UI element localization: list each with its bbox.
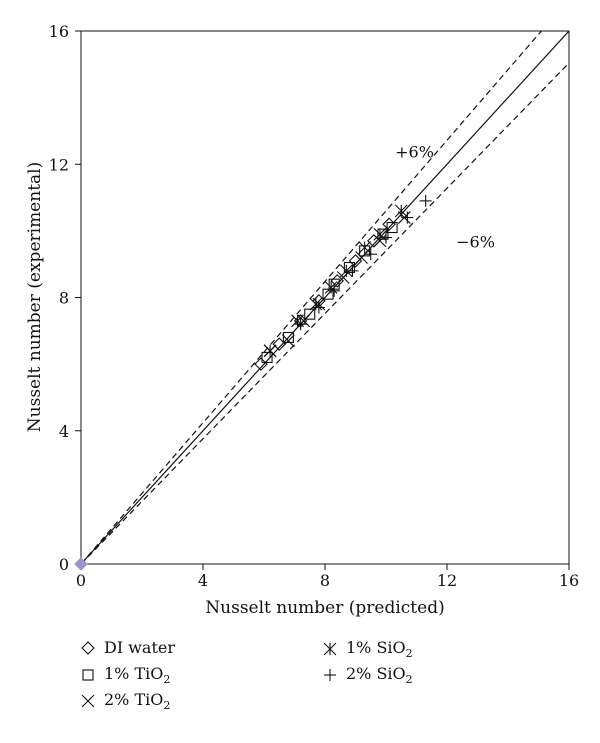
line-annotation: −6% [456,233,495,252]
data-point-plus [312,301,325,314]
legend-label: 2% TiO2 [104,690,171,713]
y-tick-label: 0 [59,555,69,574]
data-point-square [282,331,294,344]
reference-lines [81,31,569,564]
x-tick-label: 8 [320,571,330,590]
data-points [74,194,432,571]
legend-item: DI water [80,638,175,657]
data-point-plus [419,194,432,207]
y-tick-label: 4 [59,422,69,441]
legend-label: 1% TiO2 [104,664,171,687]
deviation-line [81,31,543,564]
legend-marker-icon [81,694,95,708]
data-point-plus [346,264,359,277]
data-point-plus [364,248,377,261]
legend-label: 1% SiO2 [346,638,413,661]
data-point-x [336,271,350,284]
legend-label: 2% SiO2 [346,664,413,687]
legend-item: 1% SiO2 [322,638,413,660]
data-point-square [261,351,273,364]
data-point-x [282,334,295,348]
x-tick-label: 0 [76,571,86,590]
data-point-asterisk [324,281,338,294]
data-point-x [355,251,368,264]
origin-marker [74,557,88,571]
legend-label: DI water [104,638,176,657]
y-tick-label: 12 [49,155,69,174]
data-point-plus [401,211,414,224]
data-point-asterisk [339,264,353,278]
x-tick-label: 12 [437,571,457,590]
parity-line [81,31,569,564]
data-point-asterisk [373,227,387,241]
line-annotation: +6% [395,143,434,162]
data-point-square [343,261,355,274]
y-tick-label: 8 [59,289,69,308]
data-point-asterisk [394,204,408,218]
data-point-x [373,234,387,248]
legend-marker-icon [323,642,337,656]
data-point-plus [328,284,341,297]
y-tick-label: 16 [49,22,69,41]
data-point-x [297,314,311,328]
data-point-square [386,221,398,234]
data-point-square [304,308,316,320]
y-axis-label: Nusselt number (experimental) [25,162,45,432]
x-tick-label: 16 [559,571,579,590]
legend-marker-icon [324,669,336,682]
legend-marker-icon [82,669,94,681]
legend-item: 2% SiO2 [322,664,413,686]
x-axis-label: Nusselt number (predicted) [205,598,444,618]
data-point-square [377,228,389,240]
data-point-asterisk [291,314,304,328]
deviation-line [81,62,569,564]
data-point-asterisk [309,297,323,311]
data-point-asterisk [358,241,372,254]
legend-marker-icon [81,640,95,655]
legend-item: 1% TiO2 [80,664,170,686]
data-point-asterisk [263,344,277,358]
legend-item: 2% TiO2 [80,690,170,712]
data-point-plus [294,318,307,331]
x-tick-label: 4 [198,571,208,590]
data-point-plus [380,231,392,244]
data-point-square [322,288,334,300]
axis-ticks: 0 4 8 12 16 0 4 8 12 16 [49,22,580,590]
annotations: +6% −6% [395,143,495,252]
